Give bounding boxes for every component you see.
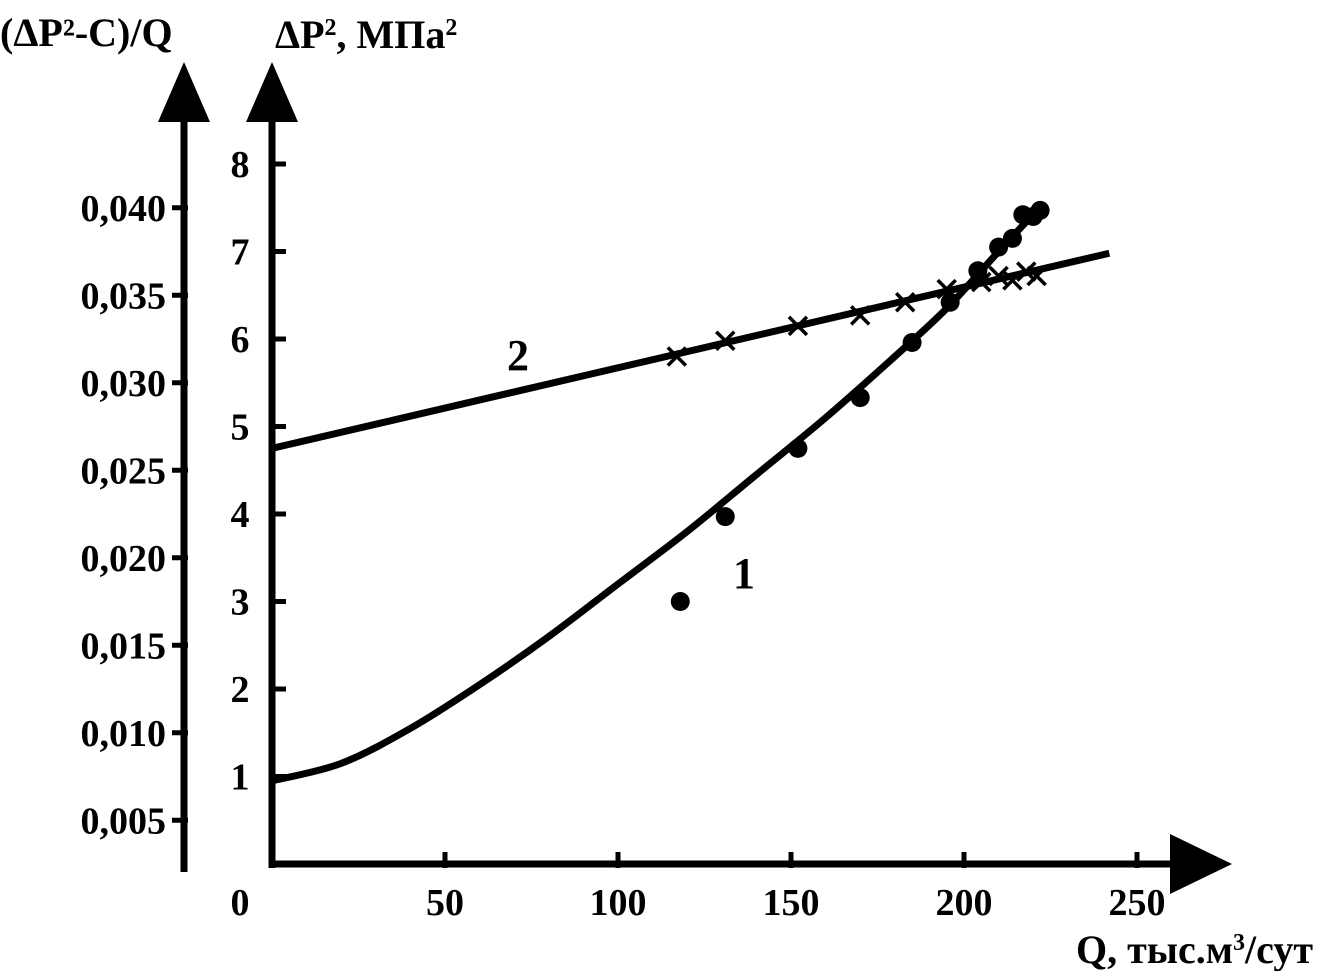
series-1-point — [1002, 228, 1022, 248]
right-tick-label: 7 — [231, 232, 250, 274]
x-tick-label: 200 — [936, 882, 993, 924]
curve-label-1: 1 — [733, 549, 755, 598]
series-1-fit-line — [271, 200, 1047, 785]
right-axis-title: ΔP2, МПа2 — [275, 12, 457, 57]
series-2-point — [715, 330, 736, 351]
curves — [271, 200, 1111, 785]
x-tick-label: 250 — [1109, 882, 1166, 924]
series-1-point — [902, 333, 922, 352]
right-tick-label: 3 — [231, 582, 250, 624]
left-axis-title: (ΔP²-С)/Q — [0, 10, 173, 55]
labels: (ΔP²-С)/Q ΔP2, МПа2 Q, тыс.м3/сут 1 2 — [0, 10, 1313, 971]
x-axis-title: Q, тыс.м3/сут — [1076, 927, 1313, 971]
series-1-point — [788, 438, 808, 458]
ticks: 0 50 100 150 200 250 1 2 3 4 5 6 7 8 0,005 0,010 0,015 0,… — [81, 144, 1166, 924]
right-tick-label: 8 — [231, 144, 250, 186]
right-axis-title-unit-sup: 2 — [445, 15, 457, 41]
series-2-fit-line — [271, 249, 1111, 452]
x-tick-label: 0 — [231, 882, 250, 924]
x-tick-label: 150 — [763, 882, 820, 924]
left-tick-label: 0,010 — [81, 713, 167, 755]
series-2-point — [787, 315, 809, 337]
right-axis-title-unit: , МПа — [337, 12, 446, 57]
markers — [666, 200, 1050, 611]
series-2-point — [1026, 265, 1047, 287]
right-axis-arrow — [246, 62, 298, 122]
axes — [158, 62, 1232, 894]
series-1-point — [1030, 200, 1050, 220]
right-tick-label: 4 — [231, 494, 250, 536]
left-tick-label: 0,025 — [81, 450, 167, 492]
x-axis-title-sup: 3 — [1233, 930, 1245, 956]
right-tick-label: 6 — [231, 319, 250, 361]
series-2-point — [971, 271, 992, 293]
series-1-point — [715, 507, 735, 527]
right-axis-title-sup: 2 — [325, 15, 337, 41]
series-2-point — [666, 346, 688, 367]
left-tick-label: 0,030 — [81, 363, 167, 405]
series-2-point — [936, 278, 957, 300]
right-tick-label: 5 — [231, 407, 250, 449]
series-2-point — [849, 305, 871, 326]
right-tick-label: 2 — [231, 669, 250, 711]
series-1-point — [989, 237, 1009, 257]
x-axis-title-unit: /сут — [1244, 927, 1313, 971]
series-2-point — [894, 292, 916, 313]
x-axis-arrow — [1170, 834, 1232, 894]
series-2-point — [1016, 261, 1037, 282]
series-1-point — [670, 592, 690, 611]
curve-label-2: 2 — [507, 331, 529, 380]
left-tick-label: 0,040 — [81, 188, 167, 230]
right-axis-title-main: ΔP — [275, 12, 325, 57]
left-axis-arrow — [158, 62, 210, 122]
series-2-point — [1002, 270, 1023, 291]
series-1-point — [940, 292, 960, 312]
right-tick-label: 1 — [231, 757, 250, 799]
left-tick-label: 0,015 — [81, 625, 167, 667]
x-tick-label: 100 — [590, 882, 647, 924]
series-1-point — [850, 388, 870, 408]
left-tick-label: 0,005 — [81, 800, 167, 842]
series-2-point — [988, 265, 1009, 287]
left-tick-label: 0,020 — [81, 538, 167, 580]
x-tick-label: 50 — [426, 882, 464, 924]
x-axis-title-main: Q, тыс.м — [1076, 927, 1233, 971]
left-tick-label: 0,035 — [81, 275, 167, 317]
